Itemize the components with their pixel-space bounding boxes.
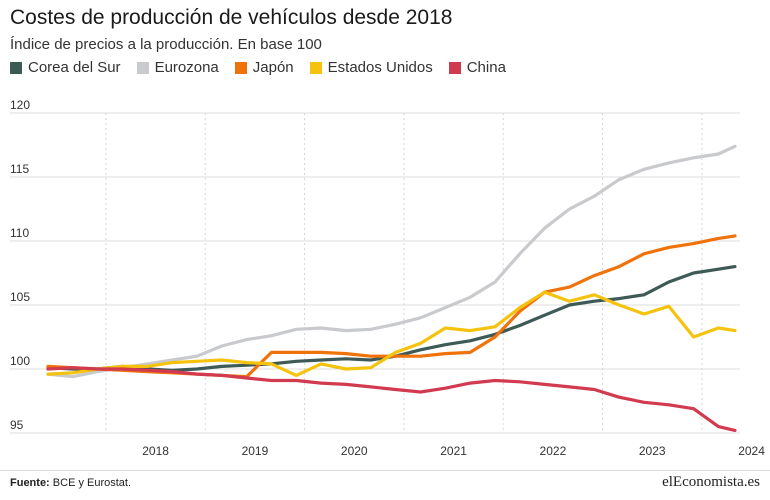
y-tick-label: 120: [10, 98, 30, 112]
x-tick-label: 2023: [639, 444, 666, 458]
legend-item: Estados Unidos: [309, 59, 433, 76]
footer-divider: [0, 470, 770, 471]
y-tick-label: 95: [10, 418, 24, 432]
legend-label: Corea del Sur: [28, 59, 121, 76]
legend-swatch: [448, 61, 461, 74]
x-tick-label: 2021: [440, 444, 467, 458]
source-label: Fuente:: [10, 477, 50, 489]
chart-legend: Corea del Sur Eurozona Japón Estados Unidos…: [10, 59, 506, 76]
chart-subtitle: Índice de precios a la producción. En ba…: [10, 36, 322, 53]
chart-title: Costes de producción de vehículos desde …: [10, 6, 453, 29]
legend-swatch: [234, 61, 247, 74]
legend-label: Eurozona: [154, 59, 219, 76]
x-tick-label: 2022: [540, 444, 567, 458]
source-text: BCE y Eurostat.: [49, 477, 132, 489]
legend-item: Eurozona: [136, 59, 219, 76]
legend-label: China: [466, 59, 506, 76]
y-tick-label: 110: [10, 226, 29, 240]
legend-label: Estados Unidos: [327, 59, 433, 76]
legend-swatch: [309, 61, 322, 74]
x-tick-label: 2024: [738, 444, 765, 458]
y-tick-label: 115: [10, 162, 29, 176]
x-tick-label: 2020: [341, 444, 368, 458]
legend-item: China: [448, 59, 506, 76]
legend-item: Corea del Sur: [10, 59, 121, 76]
x-tick-label: 2018: [142, 444, 169, 458]
y-tick-label: 105: [10, 290, 30, 304]
source-note: Fuente: BCE y Eurostat.: [10, 477, 131, 489]
series-line: [46, 144, 737, 379]
legend-item: Japón: [234, 59, 294, 76]
legend-swatch: [136, 61, 149, 74]
brand-logo: elEconomista.es: [662, 474, 760, 490]
y-tick-label: 100: [10, 354, 30, 368]
series-line: [46, 366, 737, 432]
legend-label: Japón: [252, 59, 294, 76]
x-tick-label: 2019: [242, 444, 269, 458]
series-line: [46, 290, 737, 377]
line-chart: 95 100 105 110 115 120 2018 2019 2020 2021 2022 202…: [10, 98, 765, 458]
legend-swatch: [10, 61, 22, 74]
